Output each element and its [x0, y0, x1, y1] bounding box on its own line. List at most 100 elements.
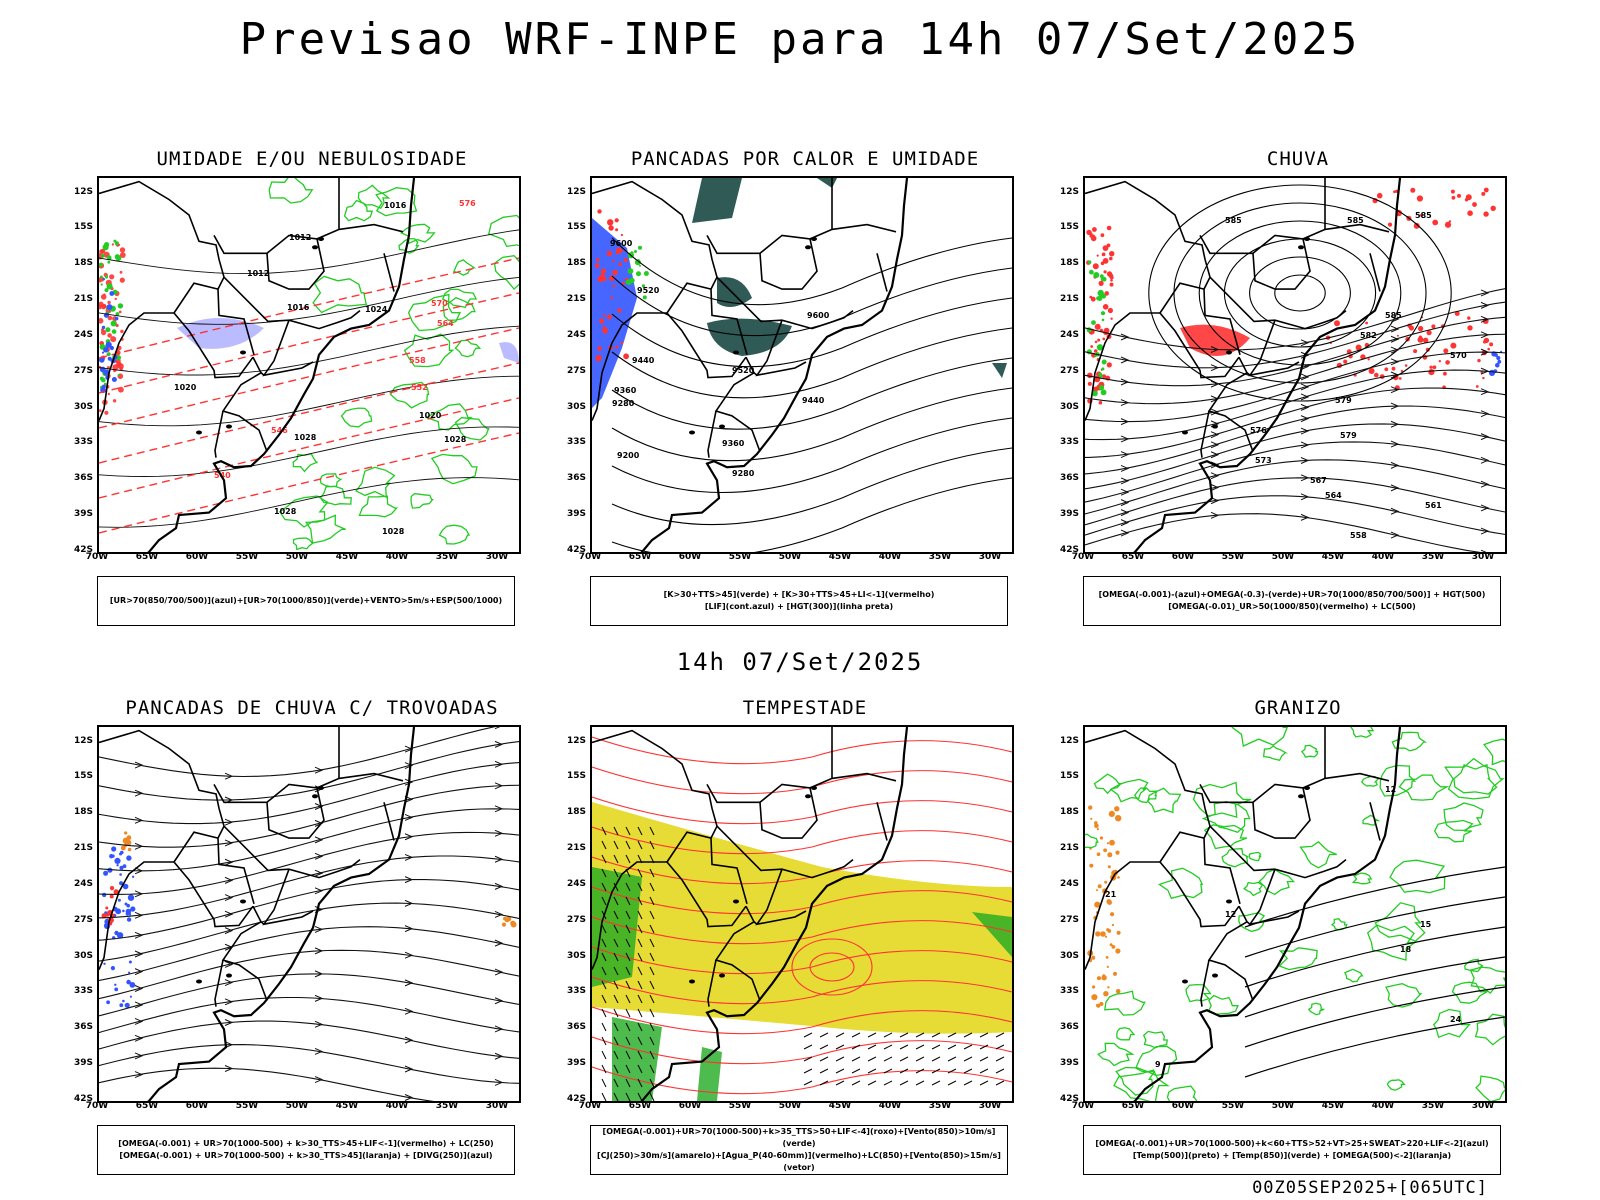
hail-cell	[1107, 865, 1111, 869]
height-contour	[611, 417, 1012, 494]
temperature-contour	[1244, 866, 1505, 928]
wind-vector	[979, 1044, 989, 1050]
wind-vector	[613, 994, 619, 1004]
lon-tick-label: 50W	[1271, 552, 1295, 562]
humidity-cell	[99, 262, 103, 267]
wind-vector	[649, 1064, 655, 1074]
unstable-cell	[597, 276, 604, 283]
border-line	[1252, 238, 1311, 290]
streamline-arrow	[1210, 472, 1220, 480]
height-contour	[1274, 274, 1326, 312]
streamline-arrow	[404, 1065, 414, 1073]
contour-label: 585	[1225, 216, 1242, 225]
cloud-cell	[106, 304, 113, 311]
lat-tick-label: 24S	[566, 329, 586, 340]
thunderstorm-cell	[105, 913, 110, 917]
streamline-arrow	[314, 1048, 324, 1055]
contour-label: 9200	[617, 451, 640, 460]
lat-tick-label: 42S	[566, 1094, 586, 1104]
wind-vector	[637, 910, 643, 920]
lat-tick-label: 42S	[1059, 1094, 1079, 1104]
rain-cell	[1384, 367, 1389, 372]
streamline-arrow	[1210, 431, 1220, 439]
height-contour	[611, 297, 1012, 368]
streamline-arrow	[134, 867, 144, 875]
rain-cell	[1416, 195, 1423, 202]
humidity-contour	[493, 255, 519, 291]
rain-cell	[1413, 349, 1418, 354]
lon-tick-label: 70W	[578, 552, 602, 562]
contour-label: 9440	[802, 396, 825, 405]
streamline-arrow	[494, 968, 504, 976]
streamline-arrow	[1480, 504, 1490, 512]
streamline	[1085, 387, 1505, 458]
streamline	[592, 976, 1012, 1005]
lake-mark	[689, 979, 695, 984]
lon-tick-label: 70W	[578, 1101, 602, 1111]
humidity-contour	[292, 453, 318, 473]
streamline-arrow	[494, 805, 504, 813]
streamline-arrow	[404, 1036, 414, 1044]
panel-title: UMIDADE E/OU NEBULOSIDADE	[156, 148, 468, 170]
wind-vector	[899, 1068, 909, 1074]
border-line	[759, 772, 897, 803]
temperature-contour	[1244, 896, 1505, 958]
wind-vector	[649, 1036, 655, 1046]
wind-vector	[915, 1056, 925, 1062]
lon-tick-label: 50W	[778, 552, 802, 562]
lat-tick-label: 33S	[73, 437, 93, 448]
wind-vector	[613, 1008, 619, 1018]
contour-label: 1028	[382, 527, 405, 536]
lat-tick-label: 15S	[73, 222, 93, 233]
instability-cell	[637, 259, 640, 261]
lon-tick-label: 45W	[828, 552, 852, 562]
lat-tick-label: 36S	[1059, 473, 1079, 484]
border-line	[1085, 861, 1160, 970]
streamline-arrow	[1480, 367, 1490, 375]
contour-label: 12	[1385, 785, 1396, 794]
divergence-cell	[122, 864, 127, 869]
lon-tick-label: 55W	[728, 1101, 752, 1111]
border-line	[707, 959, 717, 1007]
unstable-cell	[620, 341, 624, 345]
wind-vector	[649, 896, 655, 906]
contour-label: 1028	[274, 507, 297, 516]
streamline-arrow	[1390, 531, 1400, 539]
divergence-cell	[129, 982, 136, 988]
hail-cell	[1106, 842, 1109, 845]
border-line	[266, 238, 325, 290]
border-line	[1200, 959, 1210, 1007]
border-line	[214, 959, 224, 1007]
wind-vector	[637, 896, 643, 906]
thunderstorm-cell-orange	[510, 920, 516, 926]
streamline-arrow	[314, 1020, 324, 1028]
cloud-cell	[109, 291, 115, 296]
humidity-contour	[407, 293, 461, 332]
streamline-arrow	[1120, 465, 1130, 472]
wind-vector	[637, 938, 643, 948]
streamline-arrow	[1300, 383, 1310, 391]
streamline-arrow	[494, 997, 504, 1005]
lon-tick-label: 60W	[185, 1101, 209, 1111]
streamline-arrow	[1120, 399, 1130, 407]
humidity-contour	[1299, 840, 1337, 869]
streamline	[1085, 495, 1505, 536]
border-line	[759, 223, 897, 254]
hail-cell	[1097, 884, 1102, 889]
lat-tick-label: 18S	[73, 258, 93, 269]
humidity-contour	[1192, 781, 1252, 818]
streamline-arrow	[134, 950, 144, 958]
border-line	[1246, 921, 1251, 925]
instability-cell	[643, 271, 649, 276]
border-line	[266, 772, 404, 803]
streamline-arrow	[224, 1019, 234, 1026]
unstable-cell	[606, 250, 612, 257]
divergence-cell	[114, 987, 119, 992]
rain-cell	[1391, 366, 1396, 371]
legend-line: [UR>70(850/700/500)](azul)+[UR>70(1000/8…	[109, 596, 503, 605]
lon-tick-label: 35W	[1421, 552, 1445, 562]
streamline-arrow	[314, 970, 324, 978]
panel-title: CHUVA	[1266, 148, 1330, 170]
streamline-arrow	[1120, 378, 1130, 386]
humidity-contour	[1207, 994, 1239, 1016]
